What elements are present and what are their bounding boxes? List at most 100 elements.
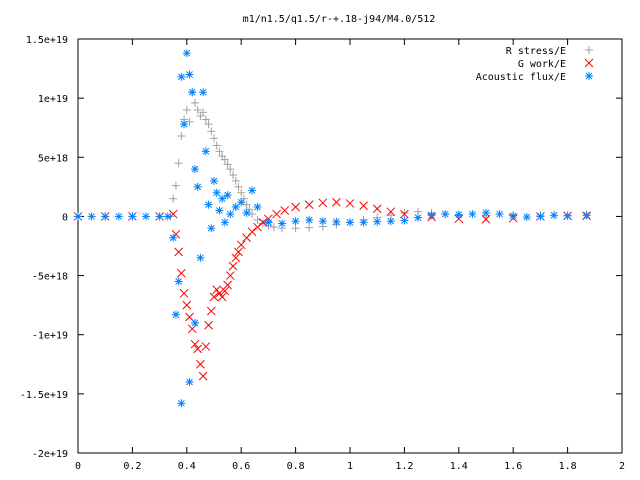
data-point (373, 217, 382, 226)
data-point (234, 247, 243, 257)
data-point (229, 171, 238, 180)
legend-marker (584, 58, 594, 68)
data-point (359, 201, 368, 211)
x-tick-label: 1.2 (395, 461, 413, 472)
data-point (522, 213, 531, 222)
data-point (212, 141, 221, 150)
data-point (400, 209, 409, 219)
data-point (193, 344, 203, 354)
data-point (177, 72, 186, 81)
data-point (468, 210, 477, 219)
data-point (305, 223, 314, 232)
data-point (563, 211, 572, 220)
data-point (247, 227, 257, 237)
data-point (179, 288, 189, 298)
data-point (427, 211, 436, 220)
data-point (182, 105, 191, 114)
data-point (201, 115, 210, 124)
y-axis: 1.5e+19 1e+19 5e+18 0 -5e+18 -1e+19 -1.5e+19 -2… (20, 35, 622, 460)
data-point (210, 176, 218, 185)
data-point (264, 218, 273, 227)
data-point (332, 217, 341, 226)
data-point (171, 310, 180, 319)
data-point (223, 280, 232, 290)
data-point (201, 342, 211, 351)
data-point (280, 206, 290, 215)
data-point (177, 268, 186, 278)
y-tick-label: -5e+18 (32, 272, 68, 283)
data-point (174, 277, 183, 286)
data-point (226, 165, 235, 174)
data-point (242, 208, 251, 217)
x-tick-label: 1.8 (559, 461, 577, 472)
data-point (155, 212, 164, 221)
data-point (204, 320, 213, 330)
data-point (269, 223, 278, 232)
plot-area (77, 38, 623, 454)
legend-label: R stress/E (506, 46, 566, 57)
data-point (190, 339, 200, 349)
data-point (258, 219, 267, 228)
data-point (237, 188, 246, 197)
data-point (372, 204, 382, 214)
data-point (190, 98, 199, 107)
data-point (318, 198, 328, 208)
data-point (177, 399, 186, 408)
data-point (536, 212, 545, 221)
data-point (236, 240, 246, 250)
data-point (400, 216, 409, 225)
x-tick-label: 0.8 (287, 461, 305, 472)
data-point (204, 120, 213, 129)
data-point (345, 199, 355, 208)
data-point (87, 212, 96, 221)
data-point (209, 292, 219, 302)
data-point (163, 212, 172, 221)
data-point (495, 210, 504, 219)
data-point (193, 105, 202, 114)
data-point (204, 200, 213, 209)
data-point (386, 207, 396, 217)
data-point (74, 212, 82, 221)
data-point (225, 271, 235, 280)
data-point (220, 155, 229, 164)
legend-label: G work/E (518, 59, 566, 70)
data-point (212, 188, 221, 197)
data-point (180, 120, 189, 129)
legend-marker (585, 46, 593, 54)
data-point (210, 134, 218, 143)
data-point (174, 159, 183, 168)
data-point (223, 191, 232, 200)
x-tick-label: 0 (75, 461, 81, 472)
y-tick-label: 0 (62, 212, 68, 223)
data-point (185, 70, 194, 79)
data-point (215, 206, 224, 215)
legend-marker (585, 72, 593, 80)
data-point (509, 211, 518, 220)
data-point (278, 219, 286, 228)
data-point (142, 212, 150, 221)
data-point (305, 215, 314, 224)
x-axis: 0 0.2 0.4 0.6 0.8 1 1.2 1.4 1.6 1.8 2 (75, 39, 625, 472)
data-point (215, 288, 224, 298)
data-point (185, 378, 194, 387)
data-point (248, 210, 257, 219)
plot-border (77, 38, 623, 454)
data-point (169, 194, 178, 203)
data-point (182, 49, 191, 58)
data-point (174, 247, 183, 257)
data-point (253, 222, 262, 232)
data-point (441, 210, 450, 219)
data-point (223, 160, 232, 169)
series-1 (74, 88, 591, 233)
data-point (188, 88, 197, 97)
data-point (218, 194, 227, 203)
chart-title: m1/n1.5/q1.5/r-+.18-j94/M4.0/512 (243, 14, 436, 25)
data-point (177, 131, 186, 140)
x-tick-label: 1 (347, 461, 353, 472)
data-point (291, 202, 300, 212)
data-point (217, 292, 227, 302)
y-tick-label: -1.5e+19 (20, 390, 68, 401)
data-point (228, 261, 238, 271)
data-point (198, 371, 208, 381)
data-point (231, 176, 240, 185)
